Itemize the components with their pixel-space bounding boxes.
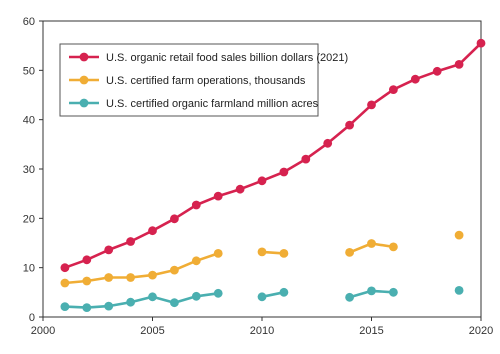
series-1-point: [345, 120, 354, 130]
x-tick-label: 2010: [250, 325, 274, 337]
y-tick-label: 20: [23, 213, 35, 225]
series-3-point: [257, 292, 267, 302]
series-1-point: [257, 176, 267, 186]
series-2-point: [191, 256, 201, 266]
y-tick-label: 50: [23, 65, 35, 77]
y-tick-label: 10: [23, 263, 35, 275]
series-1-point: [476, 38, 486, 48]
series-1-point: [454, 60, 464, 69]
series-3-point: [345, 292, 354, 302]
x-tick-label: 2000: [31, 325, 55, 337]
series-1-point: [367, 100, 376, 110]
legend-label: U.S. organic retail food sales billion d…: [106, 52, 348, 64]
series-1-point: [389, 85, 398, 94]
series-3-point: [367, 286, 376, 296]
series-3-point: [148, 292, 157, 302]
y-tick-label: 60: [23, 16, 35, 28]
series-1-point: [104, 245, 114, 255]
legend-box: [59, 43, 319, 117]
series-3: [60, 286, 464, 312]
x-tick-label: 2020: [469, 325, 493, 337]
series-2-point: [345, 248, 354, 257]
series-2-point: [148, 270, 157, 280]
series-1-point: [432, 66, 442, 76]
series-1-point: [323, 138, 333, 148]
series-2: [60, 230, 464, 288]
y-tick-label: 30: [23, 164, 35, 176]
series-1-point: [126, 237, 135, 246]
legend-swatch-marker: [79, 75, 89, 85]
series-2-point: [389, 242, 398, 252]
series-1-point: [301, 154, 311, 164]
series-1: [60, 38, 486, 273]
series-2-point: [279, 249, 289, 258]
series-1-point: [213, 191, 223, 201]
series-3-point: [213, 288, 223, 298]
y-tick-label: 0: [29, 312, 35, 324]
series-1-point: [148, 226, 157, 236]
series-2-point: [82, 276, 92, 286]
series-2-point: [104, 273, 114, 282]
series-2-point: [170, 265, 179, 275]
y-tick-label: 40: [23, 115, 35, 127]
legend-label: U.S. certified farm operations, thousand…: [106, 75, 306, 87]
series-1-point: [170, 214, 179, 224]
series-1-point: [60, 263, 70, 273]
series-1-point: [410, 74, 420, 84]
legend: U.S. organic retail food sales billion d…: [59, 43, 348, 117]
legend-label: U.S. certified organic farmland million …: [106, 98, 319, 110]
plot-area: 2000 2005 2010 2015 2020 0 10 20 30 40 50 60: [23, 16, 493, 337]
series-2-point: [367, 239, 376, 248]
series-2-point: [213, 249, 223, 258]
series-3-point: [191, 291, 201, 301]
series-3-point: [279, 287, 289, 297]
series-1-point: [82, 255, 92, 265]
series-3-point: [170, 298, 179, 308]
series-3-point: [60, 302, 70, 311]
x-tick-label: 2015: [359, 325, 383, 337]
series-1-point: [279, 167, 289, 177]
series-3-point: [454, 286, 464, 295]
series-2-point: [126, 273, 135, 282]
series-2-point: [60, 278, 70, 288]
legend-swatch-marker: [79, 52, 89, 62]
series-3-point: [389, 287, 398, 297]
series-1-point: [191, 200, 201, 210]
legend-swatch-marker: [79, 98, 89, 108]
series-3-point: [104, 301, 114, 311]
series-3-point: [82, 303, 92, 312]
series-3-point: [126, 297, 135, 307]
x-tick-label: 2005: [140, 325, 164, 337]
series-1-point: [235, 184, 245, 194]
series-2-point: [257, 247, 267, 257]
series-2-point: [454, 230, 464, 240]
